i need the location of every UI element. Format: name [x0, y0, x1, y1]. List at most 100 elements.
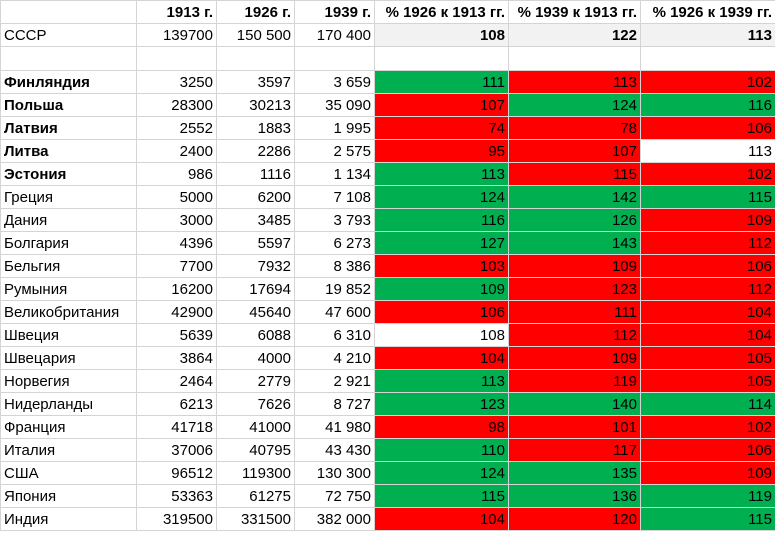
header-cell-1939[interactable]: 1939 г.	[294, 0, 375, 24]
pct-1939-1913-cell[interactable]: 101	[508, 415, 641, 439]
country-name-cell[interactable]: Франция	[0, 415, 137, 439]
pct-1926-1913-cell[interactable]: 103	[374, 254, 509, 278]
value-1926-cell[interactable]: 45640	[216, 300, 295, 324]
pct-1926-1913-cell[interactable]: 104	[374, 507, 509, 531]
value-1939-cell[interactable]: 3 659	[294, 70, 375, 94]
value-1913-cell[interactable]: 3000	[136, 208, 217, 232]
pct-1939-1913-cell[interactable]: 136	[508, 484, 641, 508]
empty-cell[interactable]	[374, 46, 509, 71]
value-1913-cell[interactable]: 319500	[136, 507, 217, 531]
value-1913-cell[interactable]: 6213	[136, 392, 217, 416]
pct-1926-1939-cell[interactable]: 116	[640, 93, 775, 117]
value-1939-cell[interactable]: 72 750	[294, 484, 375, 508]
empty-cell[interactable]	[136, 46, 217, 71]
value-1926-cell[interactable]: 30213	[216, 93, 295, 117]
pct-1926-1913-cell[interactable]: 113	[374, 162, 509, 186]
value-1926-cell[interactable]: 2779	[216, 369, 295, 393]
value-1926-cell[interactable]: 17694	[216, 277, 295, 301]
pct-1926-1939-cell[interactable]: 104	[640, 323, 775, 347]
value-1939-cell[interactable]: 170 400	[294, 23, 375, 47]
value-1939-cell[interactable]: 2 575	[294, 139, 375, 163]
empty-cell[interactable]	[0, 46, 137, 71]
empty-cell[interactable]	[640, 46, 775, 71]
pct-1939-1913-cell[interactable]: 124	[508, 93, 641, 117]
country-name-cell[interactable]: СССР	[0, 23, 137, 47]
value-1926-cell[interactable]: 61275	[216, 484, 295, 508]
pct-1926-1939-cell[interactable]: 102	[640, 162, 775, 186]
value-1939-cell[interactable]: 43 430	[294, 438, 375, 462]
value-1939-cell[interactable]: 6 310	[294, 323, 375, 347]
header-cell-1913[interactable]: 1913 г.	[136, 0, 217, 24]
pct-1939-1913-cell[interactable]: 135	[508, 461, 641, 485]
value-1913-cell[interactable]: 41718	[136, 415, 217, 439]
value-1913-cell[interactable]: 42900	[136, 300, 217, 324]
value-1926-cell[interactable]: 3597	[216, 70, 295, 94]
pct-1926-1939-cell[interactable]: 106	[640, 254, 775, 278]
pct-1939-1913-cell[interactable]: 115	[508, 162, 641, 186]
value-1926-cell[interactable]: 4000	[216, 346, 295, 370]
value-1926-cell[interactable]: 2286	[216, 139, 295, 163]
value-1926-cell[interactable]: 6088	[216, 323, 295, 347]
pct-1926-1913-cell[interactable]: 116	[374, 208, 509, 232]
pct-1926-1913-cell[interactable]: 115	[374, 484, 509, 508]
value-1926-cell[interactable]: 40795	[216, 438, 295, 462]
country-name-cell[interactable]: Швецария	[0, 346, 137, 370]
value-1939-cell[interactable]: 8 386	[294, 254, 375, 278]
value-1926-cell[interactable]: 7932	[216, 254, 295, 278]
value-1939-cell[interactable]: 3 793	[294, 208, 375, 232]
country-name-cell[interactable]: Румыния	[0, 277, 137, 301]
value-1926-cell[interactable]: 6200	[216, 185, 295, 209]
pct-1939-1913-cell[interactable]: 123	[508, 277, 641, 301]
pct-1939-1913-cell[interactable]: 109	[508, 346, 641, 370]
value-1926-cell[interactable]: 5597	[216, 231, 295, 255]
pct-1939-1913-cell[interactable]: 126	[508, 208, 641, 232]
country-name-cell[interactable]: Польша	[0, 93, 137, 117]
header-cell-pct-1926-1913[interactable]: % 1926 к 1913 гг.	[374, 0, 509, 24]
country-name-cell[interactable]: Великобритания	[0, 300, 137, 324]
value-1913-cell[interactable]: 5000	[136, 185, 217, 209]
country-name-cell[interactable]: Индия	[0, 507, 137, 531]
value-1926-cell[interactable]: 150 500	[216, 23, 295, 47]
pct-1939-1913-cell[interactable]: 122	[508, 23, 641, 47]
value-1939-cell[interactable]: 6 273	[294, 231, 375, 255]
value-1939-cell[interactable]: 47 600	[294, 300, 375, 324]
value-1939-cell[interactable]: 1 995	[294, 116, 375, 140]
value-1913-cell[interactable]: 53363	[136, 484, 217, 508]
pct-1926-1939-cell[interactable]: 102	[640, 70, 775, 94]
pct-1926-1913-cell[interactable]: 127	[374, 231, 509, 255]
pct-1926-1913-cell[interactable]: 111	[374, 70, 509, 94]
pct-1926-1913-cell[interactable]: 124	[374, 185, 509, 209]
country-name-cell[interactable]: США	[0, 461, 137, 485]
pct-1926-1913-cell[interactable]: 123	[374, 392, 509, 416]
pct-1939-1913-cell[interactable]: 113	[508, 70, 641, 94]
pct-1926-1913-cell[interactable]: 107	[374, 93, 509, 117]
pct-1926-1913-cell[interactable]: 108	[374, 23, 509, 47]
empty-cell[interactable]	[294, 46, 375, 71]
country-name-cell[interactable]: Болгария	[0, 231, 137, 255]
value-1913-cell[interactable]: 2552	[136, 116, 217, 140]
value-1939-cell[interactable]: 130 300	[294, 461, 375, 485]
header-cell-pct-1939-1913[interactable]: % 1939 к 1913 гг.	[508, 0, 641, 24]
pct-1939-1913-cell[interactable]: 117	[508, 438, 641, 462]
value-1939-cell[interactable]: 41 980	[294, 415, 375, 439]
country-name-cell[interactable]: Литва	[0, 139, 137, 163]
pct-1939-1913-cell[interactable]: 143	[508, 231, 641, 255]
empty-cell[interactable]	[216, 46, 295, 71]
value-1939-cell[interactable]: 382 000	[294, 507, 375, 531]
value-1913-cell[interactable]: 2464	[136, 369, 217, 393]
pct-1926-1939-cell[interactable]: 106	[640, 116, 775, 140]
pct-1926-1939-cell[interactable]: 115	[640, 507, 775, 531]
value-1913-cell[interactable]: 3864	[136, 346, 217, 370]
pct-1939-1913-cell[interactable]: 78	[508, 116, 641, 140]
header-cell-pct-1926-1939[interactable]: % 1926 к 1939 гг.	[640, 0, 775, 24]
empty-cell[interactable]	[508, 46, 641, 71]
country-name-cell[interactable]: Финляндия	[0, 70, 137, 94]
value-1939-cell[interactable]: 35 090	[294, 93, 375, 117]
value-1913-cell[interactable]: 5639	[136, 323, 217, 347]
pct-1926-1939-cell[interactable]: 113	[640, 139, 775, 163]
value-1926-cell[interactable]: 331500	[216, 507, 295, 531]
value-1913-cell[interactable]: 37006	[136, 438, 217, 462]
value-1913-cell[interactable]: 139700	[136, 23, 217, 47]
value-1913-cell[interactable]: 4396	[136, 231, 217, 255]
country-name-cell[interactable]: Эстония	[0, 162, 137, 186]
